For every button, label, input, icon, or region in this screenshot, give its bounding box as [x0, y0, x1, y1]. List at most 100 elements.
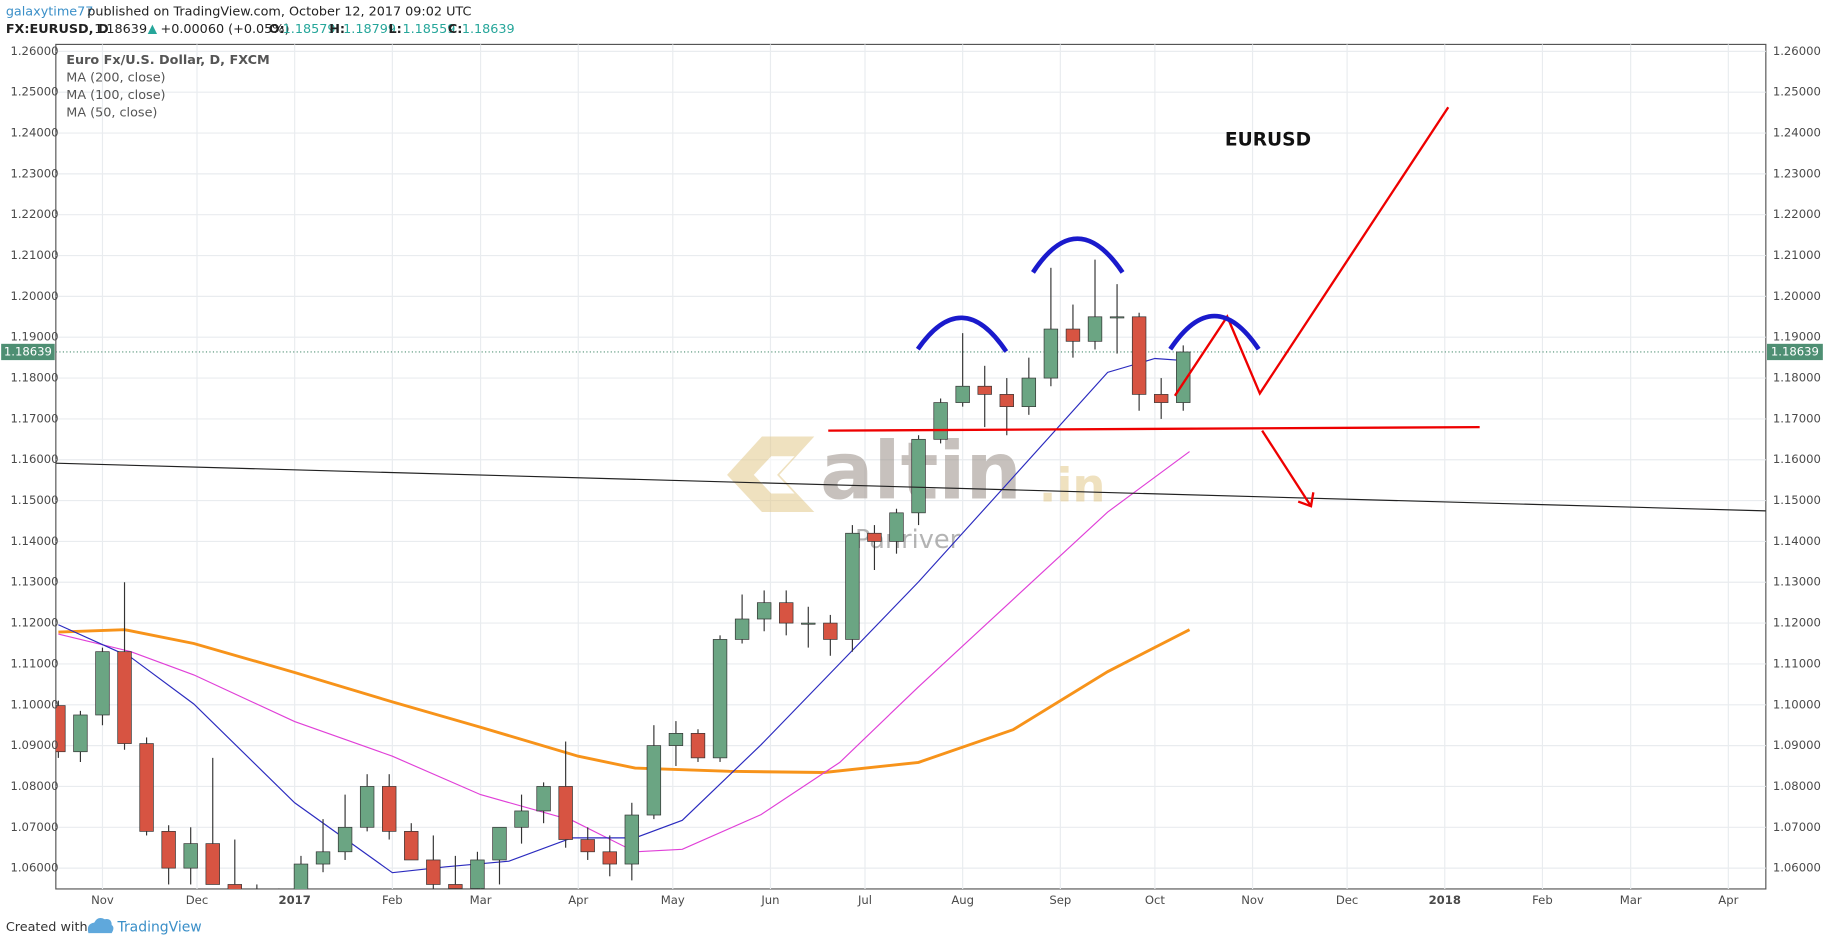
candle-body [382, 786, 397, 832]
candle-body [889, 512, 904, 542]
ohlc-value: 1.18639 [462, 22, 515, 37]
plot-area [55, 259, 1766, 889]
x-tick-label: Apr [568, 893, 588, 907]
x-tick-label: Apr [1718, 893, 1738, 907]
y-tick-label: 1.13000 [10, 575, 58, 589]
last-price-box [1767, 343, 1823, 361]
x-tick-label: Sep [1049, 893, 1071, 907]
candle-body [624, 814, 640, 865]
candle-body [646, 745, 662, 816]
y-tick-label: 1.16000 [10, 452, 58, 466]
y2-tick-label: 1.15000 [1773, 493, 1821, 507]
y-tick-label: 1.07000 [10, 820, 58, 834]
published: published on TradingView.com, October 12… [87, 4, 471, 19]
candle-body [712, 639, 728, 759]
x-tick-label: Mar [470, 893, 492, 907]
ohlc-label: H: [329, 22, 345, 37]
candle-body [867, 532, 882, 542]
y-tick-label: 1.08000 [10, 779, 58, 793]
y-tick-label: 1.26000 [10, 44, 58, 58]
candle-body [779, 602, 794, 624]
candle-body [1131, 316, 1147, 395]
candle-body [404, 831, 419, 861]
y2-tick-label: 1.21000 [1773, 248, 1821, 262]
x-tick-label: Feb [382, 893, 403, 907]
candle-body [1087, 316, 1103, 342]
candle-body [448, 884, 463, 889]
candle-body [426, 859, 441, 885]
candle-body [1153, 394, 1169, 403]
arrow-head [1297, 492, 1315, 508]
author[interactable]: galaxytime77 [6, 4, 94, 19]
change: +0.00060 (+0.05%) [161, 22, 290, 37]
candle-body [977, 385, 992, 395]
y2-tick-label: 1.07000 [1773, 820, 1821, 834]
x-tick-label: Jul [857, 893, 872, 907]
ohlc-label: L: [389, 22, 402, 37]
legend-entry: MA (100, close) [66, 88, 165, 103]
candle-body [139, 743, 154, 832]
watermark-logo-inner [753, 456, 795, 494]
y-tick-label: 1.25000 [10, 85, 58, 99]
candle-body [492, 826, 507, 861]
y2-tick-label: 1.22000 [1773, 207, 1821, 221]
y-tick-label: 1.06000 [10, 861, 58, 875]
last-price-label: 1.18639 [1771, 344, 1819, 358]
y2-tick-label: 1.23000 [1773, 166, 1821, 180]
y2-tick-label: 1.26000 [1773, 44, 1821, 58]
candle-body [558, 786, 573, 840]
ohlc-label: O: [269, 22, 285, 37]
ohlc-value: 1.18579 [283, 22, 336, 37]
plot-frame [55, 43, 1767, 890]
candle-body [337, 826, 353, 853]
legend-entry: MA (50, close) [66, 106, 157, 121]
y-tick-label: 1.12000 [10, 616, 58, 630]
x-tick-label: Nov [91, 893, 114, 907]
watermark-tld: .in [1039, 458, 1106, 512]
legend-entry: MA (200, close) [66, 71, 165, 86]
footer-brand[interactable]: TradingView [116, 919, 201, 935]
candle-body [205, 843, 220, 885]
candle-body [1021, 377, 1037, 408]
candle-body [823, 622, 838, 640]
candle-body [161, 831, 176, 869]
candle-body [183, 843, 198, 869]
candle-body [359, 786, 375, 828]
drawings [55, 106, 1766, 512]
right-shoulder [1168, 313, 1261, 351]
legend-title: Euro Fx/U.S. Dollar, D, FXCM [66, 53, 269, 68]
x-tick-label: May [661, 893, 685, 907]
y2-tick-label: 1.24000 [1773, 126, 1821, 140]
ohlc-value: 1.18559 [402, 22, 455, 37]
y2-tick-label: 1.18000 [1773, 371, 1821, 385]
y-tick-label: 1.14000 [10, 534, 58, 548]
x-tick-label: Dec [186, 893, 209, 907]
y2-tick-label: 1.19000 [1773, 330, 1821, 344]
y2-tick-label: 1.13000 [1773, 575, 1821, 589]
neckline [828, 425, 1480, 432]
candle-body [955, 385, 970, 403]
x-tick-label: Aug [951, 893, 974, 907]
candle-body [911, 438, 926, 514]
left-shoulder [915, 315, 1009, 353]
y-tick-label: 1.10000 [10, 697, 58, 711]
candle-body [1043, 328, 1059, 379]
y2-tick-label: 1.14000 [1773, 534, 1821, 548]
y-tick-label: 1.22000 [10, 207, 58, 221]
candle-body [73, 714, 88, 753]
candle-body [668, 733, 684, 746]
projection-up [1173, 106, 1450, 397]
ohlc-label: C: [448, 22, 463, 37]
candle-body [227, 884, 242, 889]
candle-body [117, 651, 132, 744]
y-tick-label: 1.21000 [10, 248, 58, 262]
x-tick-label: 2018 [1429, 893, 1461, 907]
candle-body [580, 839, 595, 853]
candle-body [514, 810, 529, 828]
y2-tick-label: 1.20000 [1773, 289, 1821, 303]
x-tick-label: Dec [1336, 893, 1359, 907]
candle-body [734, 618, 750, 640]
y-tick-label: 1.11000 [10, 656, 58, 670]
